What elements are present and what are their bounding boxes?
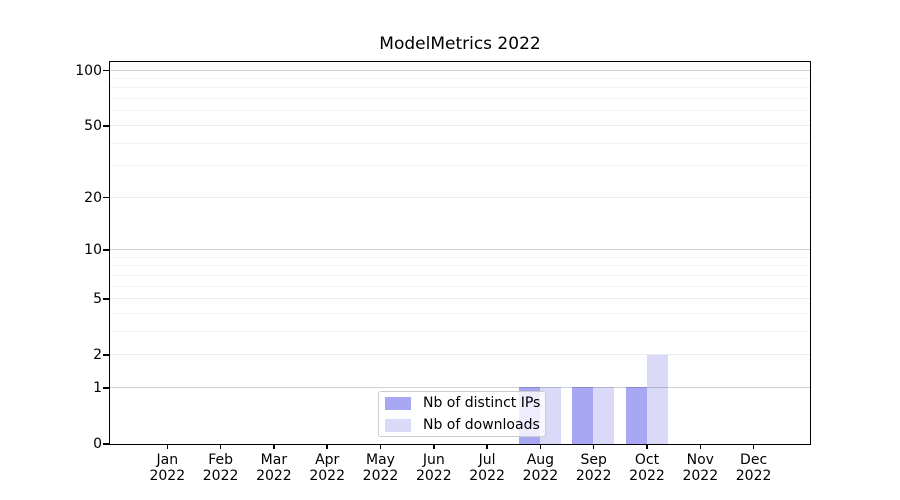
x-tick-month: Sep (580, 452, 607, 468)
legend-swatch-distinct-ips (385, 396, 411, 410)
x-tick-month: May (366, 452, 395, 468)
x-tick-mark-feb (219, 444, 222, 449)
y-tick-label-2: 2 (93, 347, 102, 364)
gridline-y-8 (109, 265, 810, 267)
y-tick-mark-50 (103, 125, 109, 127)
bar-downloads-sep (593, 387, 615, 444)
y-tick-label-10: 10 (84, 241, 102, 258)
y-tick-label-100: 100 (75, 62, 102, 79)
x-tick-label-mar: Mar 2022 (242, 452, 306, 484)
x-tick-mark-jun (433, 444, 435, 449)
x-tick-label-feb: Feb 2022 (189, 452, 253, 484)
gridline-y-6 (109, 285, 810, 287)
y-tick-mark-100 (103, 69, 109, 72)
chart-title: ModelMetrics 2022 (379, 34, 541, 54)
x-tick-mark-oct (646, 444, 648, 449)
gridline-y-3 (109, 330, 810, 332)
y-tick-mark-1 (103, 387, 109, 389)
gridline-y-60 (109, 110, 810, 112)
x-tick-month: Nov (686, 452, 714, 468)
x-tick-label-jun: Jun 2022 (402, 452, 466, 484)
x-tick-mark-jul (486, 444, 488, 449)
y-tick-mark-0 (103, 443, 109, 445)
x-tick-year: 2022 (682, 468, 719, 484)
x-tick-label-dec: Dec 2022 (722, 452, 786, 484)
x-tick-label-nov: Nov 2022 (668, 452, 732, 484)
x-tick-month: Jun (422, 452, 445, 468)
y-tick-mark-10 (103, 249, 109, 251)
x-tick-mark-may (379, 444, 382, 449)
gridline-y-1 (109, 386, 810, 388)
gridline-y-90 (109, 78, 810, 80)
x-tick-month: Aug (526, 452, 555, 468)
x-tick-label-oct: Oct 2022 (615, 452, 679, 484)
gridlines-layer (109, 62, 810, 444)
x-tick-mark-sep (592, 444, 595, 449)
gridline-y-4 (109, 312, 810, 314)
gridline-y-5 (109, 298, 810, 300)
x-tick-year: 2022 (149, 468, 186, 484)
x-tick-mark-aug (539, 444, 542, 449)
plot-area (108, 60, 811, 445)
x-tick-label-apr: Apr 2022 (295, 452, 359, 484)
x-tick-month: Mar (260, 452, 288, 468)
gridline-y-20 (109, 196, 810, 198)
x-tick-label-jan: Jan 2022 (135, 452, 199, 484)
gridline-y-2 (109, 354, 810, 356)
x-tick-mark-jan (166, 444, 169, 449)
y-tick-label-50: 50 (84, 117, 102, 134)
x-tick-label-aug: Aug 2022 (508, 452, 572, 484)
x-tick-month: Jul (478, 452, 496, 468)
x-tick-year: 2022 (735, 468, 772, 484)
y-tick-label-0: 0 (93, 436, 102, 452)
x-tick-year: 2022 (256, 468, 292, 484)
x-tick-year: 2022 (469, 468, 505, 484)
bar-distinct-ips-oct (625, 387, 647, 444)
gridline-y-40 (109, 142, 810, 144)
x-tick-year: 2022 (629, 468, 665, 484)
x-tick-label-jul: Jul 2022 (455, 452, 519, 484)
x-tick-month: Oct (634, 452, 660, 468)
x-tick-mark-apr (326, 444, 328, 449)
legend-row-downloads: Nb of downloads (385, 417, 540, 433)
bar-distinct-ips-sep (572, 387, 594, 444)
x-tick-mark-mar (273, 444, 275, 449)
gridline-y-80 (109, 87, 810, 89)
x-tick-label-sep: Sep 2022 (562, 452, 626, 484)
legend: Nb of distinct IPs Nb of downloads (378, 391, 546, 437)
gridline-y-7 (109, 274, 810, 276)
x-tick-month: Apr (315, 452, 340, 468)
x-tick-mark-nov (699, 444, 702, 449)
x-tick-year: 2022 (522, 468, 559, 484)
bar-downloads-oct (646, 354, 668, 444)
x-tick-year: 2022 (415, 468, 452, 484)
y-tick-label-5: 5 (93, 291, 102, 308)
x-tick-year: 2022 (575, 468, 612, 484)
y-tick-mark-2 (103, 354, 109, 356)
x-tick-year: 2022 (362, 468, 399, 484)
x-tick-year: 2022 (309, 468, 345, 484)
y-tick-mark-5 (103, 298, 109, 300)
legend-swatch-downloads (385, 418, 411, 432)
x-tick-month: Feb (208, 452, 233, 468)
legend-label-distinct-ips: Nb of distinct IPs (423, 395, 541, 411)
legend-row-distinct-ips: Nb of distinct IPs (385, 395, 541, 411)
gridline-y-100 (109, 69, 810, 71)
y-tick-mark-20 (103, 196, 109, 199)
y-tick-label-1: 1 (93, 379, 102, 396)
x-tick-month: Dec (740, 452, 768, 468)
gridline-y-50 (109, 124, 810, 126)
gridline-y-70 (109, 98, 810, 100)
y-tick-label-20: 20 (84, 189, 102, 206)
gridline-y-10 (109, 248, 810, 250)
x-tick-month: Jan (156, 452, 179, 468)
x-tick-year: 2022 (202, 468, 239, 484)
x-tick-mark-dec (752, 444, 755, 449)
legend-label-downloads: Nb of downloads (423, 417, 540, 433)
x-tick-label-may: May 2022 (349, 452, 413, 484)
gridline-y-30 (109, 165, 810, 167)
gridline-y-9 (109, 256, 810, 258)
